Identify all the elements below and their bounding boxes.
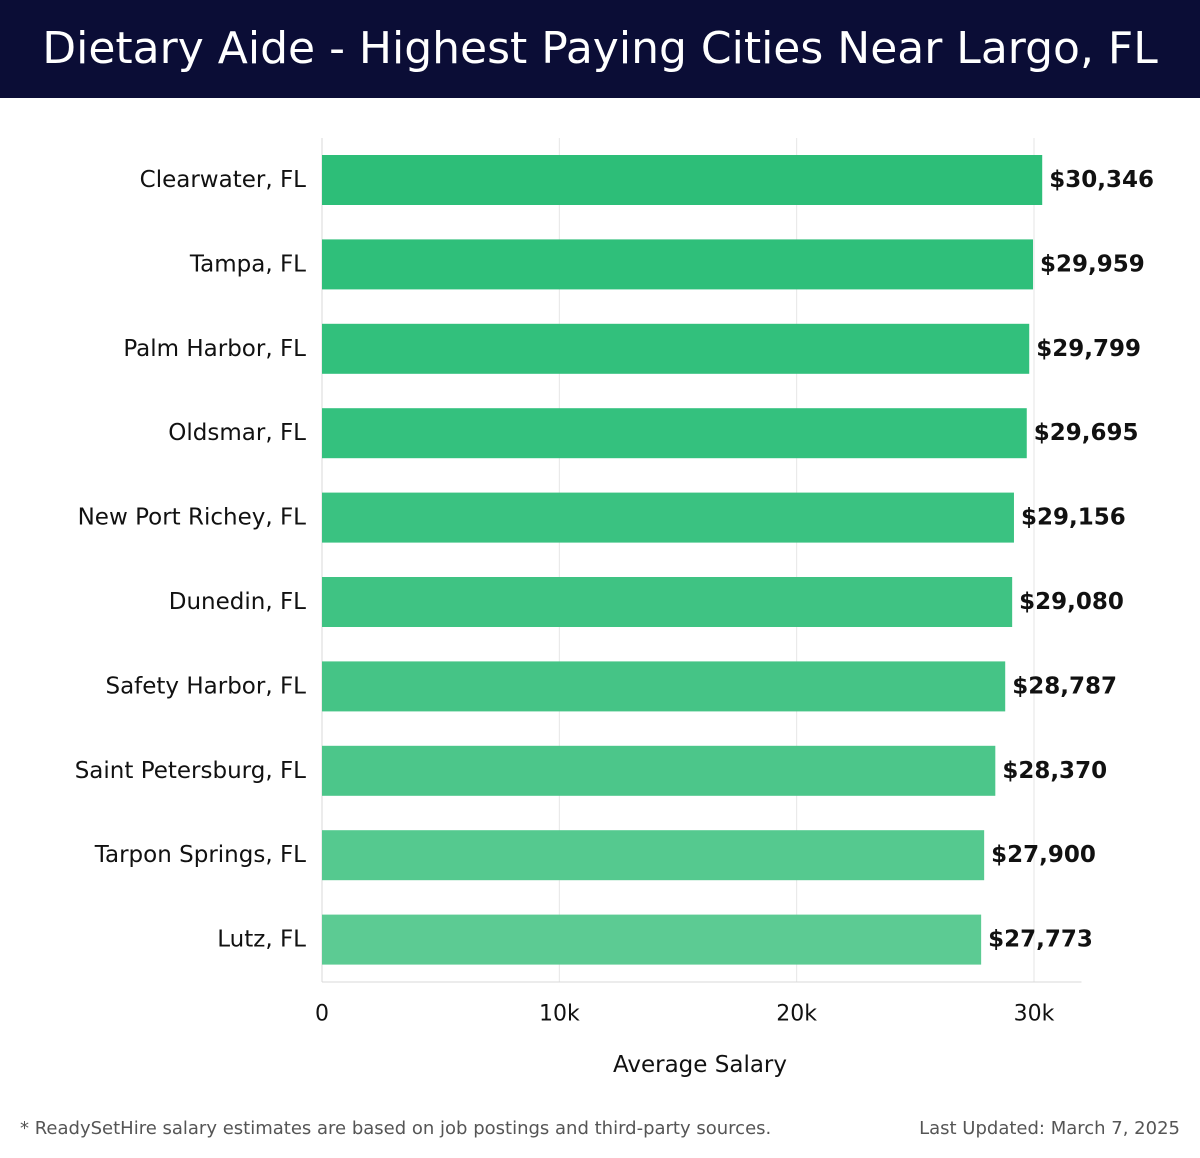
- bar: [322, 914, 982, 965]
- bar: [322, 408, 1027, 459]
- bar: [322, 577, 1013, 627]
- category-label: Tarpon Springs, FL: [94, 842, 306, 868]
- bar: [322, 830, 985, 881]
- x-tick-label: 0: [315, 1002, 329, 1027]
- category-label: Tampa, FL: [189, 251, 306, 277]
- header-banner: Dietary Aide - Highest Paying Cities Nea…: [0, 0, 1200, 98]
- value-label: $29,959: [1040, 251, 1145, 277]
- value-label: $28,370: [1002, 758, 1107, 784]
- value-label: $28,787: [1012, 673, 1117, 699]
- category-label: Oldsmar, FL: [168, 420, 306, 446]
- category-label: Clearwater, FL: [140, 167, 307, 193]
- category-label: Lutz, FL: [217, 927, 306, 953]
- category-label: Palm Harbor, FL: [123, 336, 306, 362]
- value-labels: $30,346 $29,959 $29,799 $29,695 $29,156 $29,0…: [988, 167, 1154, 953]
- category-label: Dunedin, FL: [169, 589, 306, 615]
- category-labels: Clearwater, FL Tampa, FL Palm Harbor, FL Ol…: [75, 167, 306, 953]
- x-axis-title: Average Salary: [613, 1052, 787, 1078]
- category-label: Safety Harbor, FL: [105, 673, 306, 699]
- value-label: $27,773: [988, 927, 1093, 953]
- bar: [322, 155, 1043, 205]
- value-label: $29,799: [1036, 336, 1141, 362]
- chart-title: Dietary Aide - Highest Paying Cities Nea…: [42, 23, 1158, 74]
- last-updated: Last Updated: March 7, 2025: [919, 1118, 1180, 1139]
- x-tick-label: 30k: [1014, 1002, 1055, 1027]
- value-label: $30,346: [1049, 167, 1154, 193]
- bar: [322, 323, 1030, 374]
- bars: [322, 155, 1043, 965]
- bar: [322, 661, 1006, 712]
- value-label: $29,080: [1019, 589, 1124, 615]
- footer-note: * ReadySetHire salary estimates are base…: [20, 1118, 772, 1139]
- bar: [322, 492, 1014, 543]
- bar: [322, 239, 1034, 290]
- value-label: $27,900: [991, 842, 1096, 868]
- category-label: New Port Richey, FL: [78, 505, 307, 531]
- x-tick-label: 10k: [539, 1002, 580, 1027]
- category-label: Saint Petersburg, FL: [75, 758, 306, 784]
- value-label: $29,156: [1021, 505, 1126, 531]
- bar: [322, 745, 996, 796]
- x-axis: 0 10k 20k 30k Average Salary: [315, 981, 1082, 1078]
- bar-chart: Clearwater, FL Tampa, FL Palm Harbor, FL Ol…: [75, 138, 1154, 1078]
- x-tick-label: 20k: [776, 1002, 817, 1027]
- value-label: $29,695: [1034, 420, 1139, 446]
